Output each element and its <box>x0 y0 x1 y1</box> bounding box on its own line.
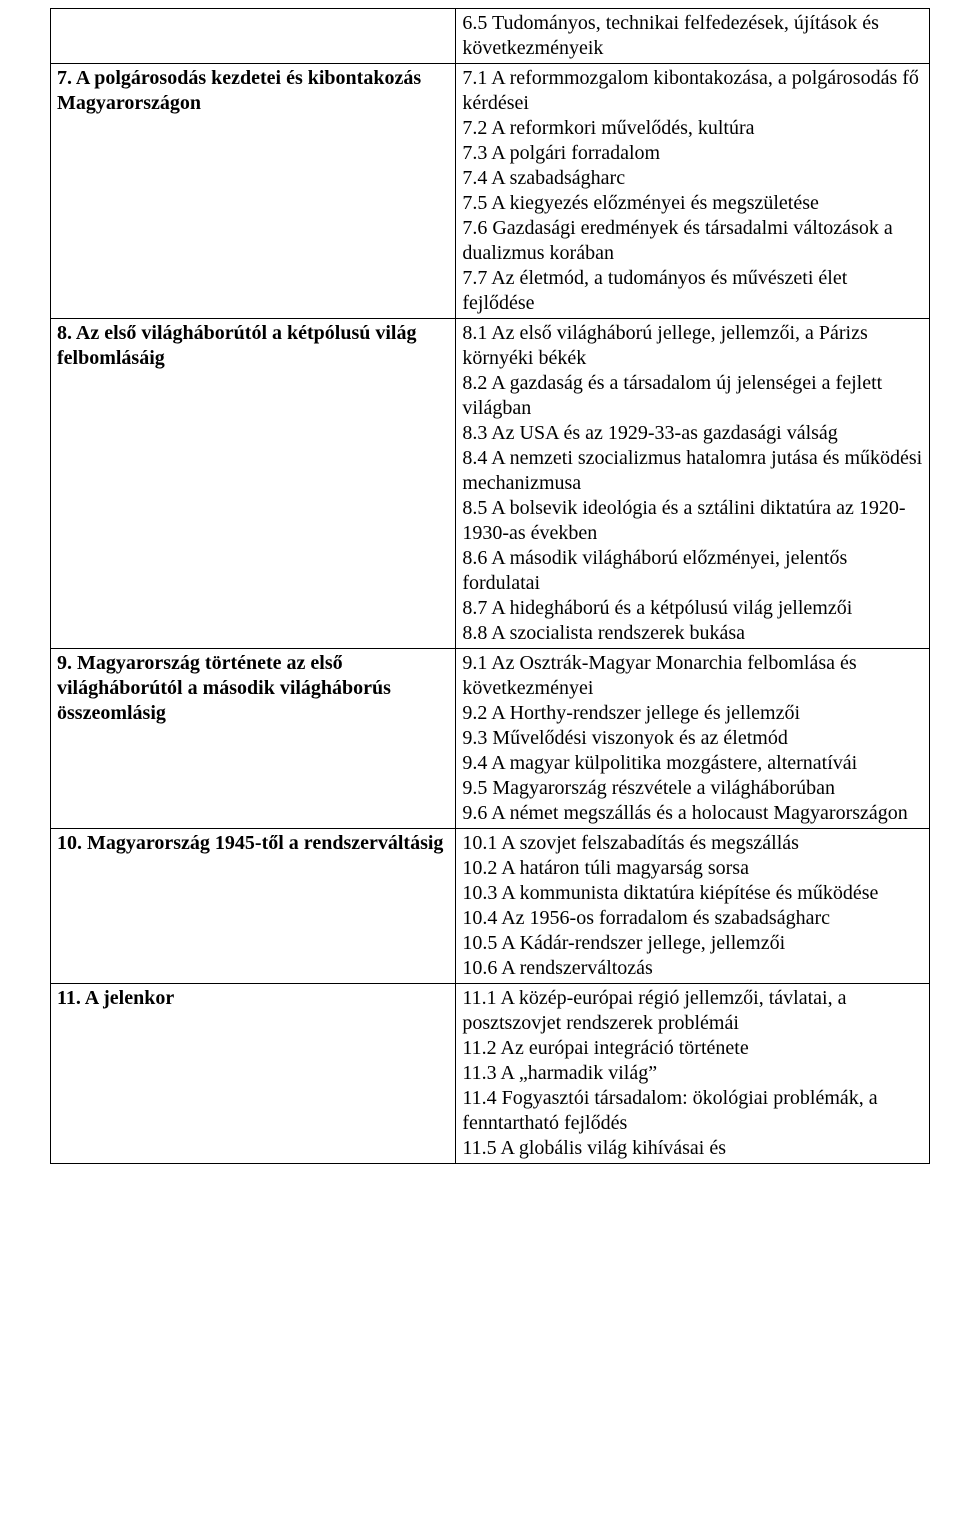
cell-right: 7.1 A reformmozgalom kibontakozása, a po… <box>456 64 930 319</box>
cell-left <box>51 9 456 64</box>
topic-heading: 8. Az első világháborútól a kétpólusú vi… <box>57 322 417 369</box>
table-row: 9. Magyarország története az első világh… <box>51 649 930 829</box>
cell-left: 11. A jelenkor <box>51 984 456 1164</box>
cell-right: 10.1 A szovjet felszabadítás és megszáll… <box>456 829 930 984</box>
cell-left: 8. Az első világháborútól a kétpólusú vi… <box>51 319 456 649</box>
cell-right: 6.5 Tudományos, technikai felfedezések, … <box>456 9 930 64</box>
table-row: 8. Az első világháborútól a kétpólusú vi… <box>51 319 930 649</box>
topic-content: 11.1 A közép-európai régió jellemzői, tá… <box>462 987 877 1159</box>
topic-content: 10.1 A szovjet felszabadítás és megszáll… <box>462 832 878 979</box>
cell-right: 9.1 Az Osztrák-Magyar Monarchia felbomlá… <box>456 649 930 829</box>
topic-content: 8.1 Az első világháború jellege, jellemz… <box>462 322 922 644</box>
topics-table: 6.5 Tudományos, technikai felfedezések, … <box>50 8 930 1164</box>
table-row: 6.5 Tudományos, technikai felfedezések, … <box>51 9 930 64</box>
topic-content: 9.1 Az Osztrák-Magyar Monarchia felbomlá… <box>462 652 907 824</box>
table-row: 11. A jelenkor 11.1 A közép-európai régi… <box>51 984 930 1164</box>
document-page: 6.5 Tudományos, technikai felfedezések, … <box>0 0 960 1194</box>
cell-left: 9. Magyarország története az első világh… <box>51 649 456 829</box>
topic-content: 7.1 A reformmozgalom kibontakozása, a po… <box>462 67 919 314</box>
topic-heading: 9. Magyarország története az első világh… <box>57 652 391 724</box>
topic-heading: 10. Magyarország 1945-től a rendszervált… <box>57 832 443 854</box>
topic-heading: 11. A jelenkor <box>57 987 174 1009</box>
table-row: 10. Magyarország 1945-től a rendszervált… <box>51 829 930 984</box>
cell-right: 8.1 Az első világháború jellege, jellemz… <box>456 319 930 649</box>
table-row: 7. A polgárosodás kezdetei és kibontakoz… <box>51 64 930 319</box>
topic-heading: 7. A polgárosodás kezdetei és kibontakoz… <box>57 67 421 114</box>
topic-content: 6.5 Tudományos, technikai felfedezések, … <box>462 12 879 59</box>
cell-right: 11.1 A közép-európai régió jellemzői, tá… <box>456 984 930 1164</box>
table-body: 6.5 Tudományos, technikai felfedezések, … <box>51 9 930 1164</box>
cell-left: 7. A polgárosodás kezdetei és kibontakoz… <box>51 64 456 319</box>
cell-left: 10. Magyarország 1945-től a rendszervált… <box>51 829 456 984</box>
